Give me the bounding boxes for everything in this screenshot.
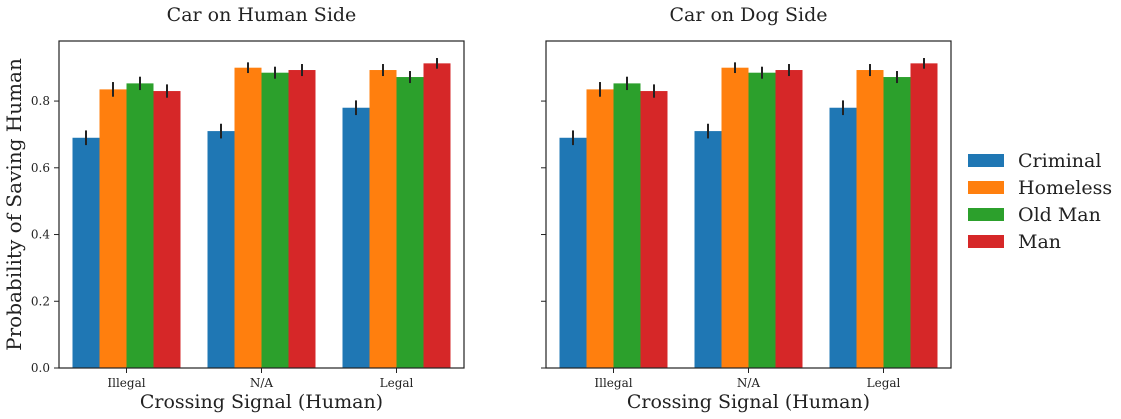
bar-homeless-illegal	[586, 89, 614, 368]
x-tick-label: N/A	[737, 376, 761, 390]
y-axis-label: Probability of Saving Human	[2, 58, 26, 351]
legend-item-old-man: Old Man	[968, 204, 1101, 226]
x-tick-label: Illegal	[107, 376, 145, 390]
legend-label: Criminal	[1018, 150, 1101, 172]
bar-man-n-a	[775, 70, 803, 368]
legend-label: Old Man	[1018, 204, 1101, 226]
legend-swatch	[968, 235, 1004, 248]
bar-criminal-legal	[342, 107, 370, 369]
x-axis-label: Crossing Signal (Human)	[627, 391, 870, 413]
bar-old-man-illegal	[126, 83, 154, 369]
bar-criminal-n-a	[694, 131, 722, 368]
legend-item-criminal: Criminal	[968, 150, 1101, 172]
bar-old-man-n-a	[261, 72, 289, 369]
bar-man-legal	[910, 63, 938, 369]
bar-homeless-n-a	[234, 67, 262, 368]
x-tick-label: N/A	[250, 376, 274, 390]
bar-homeless-legal	[856, 70, 884, 368]
chart-panel-1: Car on Human Side 0.0 0.2 0.4 0.6 0.8 Illegal N…	[2, 4, 465, 413]
x-axis-label: Crossing Signal (Human)	[140, 391, 383, 413]
y-tick-label: 0.4	[31, 228, 50, 242]
y-tick-label: 0.0	[31, 361, 50, 375]
y-tick-label: 0.2	[31, 294, 50, 308]
legend: Criminal Homeless Old Man Man	[968, 150, 1112, 253]
bar-old-man-legal	[396, 77, 424, 368]
y-tick-label: 0.8	[31, 94, 50, 108]
legend-swatch	[968, 181, 1004, 194]
bar-man-illegal	[153, 91, 181, 368]
bar-criminal-legal	[829, 107, 857, 369]
bar-homeless-illegal	[99, 89, 127, 368]
bar-old-man-n-a	[748, 72, 776, 369]
legend-label: Man	[1018, 231, 1061, 253]
x-tick-label: Illegal	[594, 376, 632, 390]
y-tick-label: 0.6	[31, 161, 50, 175]
x-tick-label: Legal	[867, 376, 901, 390]
legend-swatch	[968, 154, 1004, 167]
chart-title: Car on Human Side	[167, 4, 357, 26]
legend-item-homeless: Homeless	[968, 177, 1112, 199]
bar-criminal-illegal	[559, 137, 587, 368]
x-tick-label: Legal	[380, 376, 414, 390]
bar-homeless-legal	[369, 70, 397, 368]
bar-man-legal	[423, 63, 451, 369]
bar-old-man-legal	[883, 77, 911, 368]
bar-criminal-n-a	[207, 131, 235, 368]
legend-swatch	[968, 208, 1004, 221]
chart-title: Car on Dog Side	[669, 4, 827, 26]
bar-man-illegal	[640, 91, 668, 368]
bar-homeless-n-a	[721, 67, 749, 368]
bar-criminal-illegal	[72, 137, 100, 368]
legend-item-man: Man	[968, 231, 1061, 253]
legend-label: Homeless	[1018, 177, 1112, 199]
bar-old-man-illegal	[613, 83, 641, 369]
bar-man-n-a	[288, 70, 316, 368]
